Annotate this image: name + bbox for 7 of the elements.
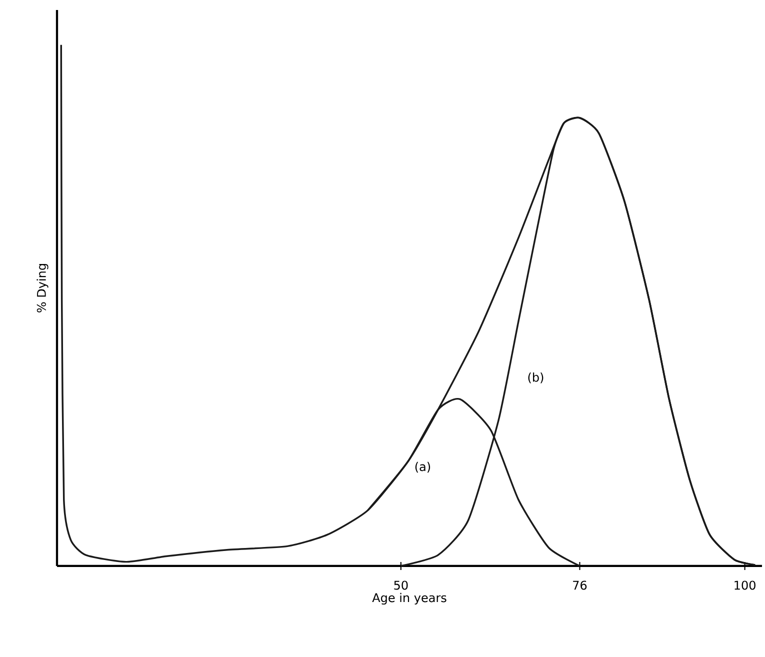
y-axis-title: % Dying	[36, 264, 48, 312]
x-tick-label: 50	[394, 580, 408, 590]
x-tick-label: 100	[734, 580, 756, 590]
series-label: (a)	[415, 462, 430, 473]
series-label: (b)	[528, 372, 544, 384]
x-axis-title: Age in years	[372, 592, 446, 605]
x-tick-label: 76	[573, 580, 587, 590]
